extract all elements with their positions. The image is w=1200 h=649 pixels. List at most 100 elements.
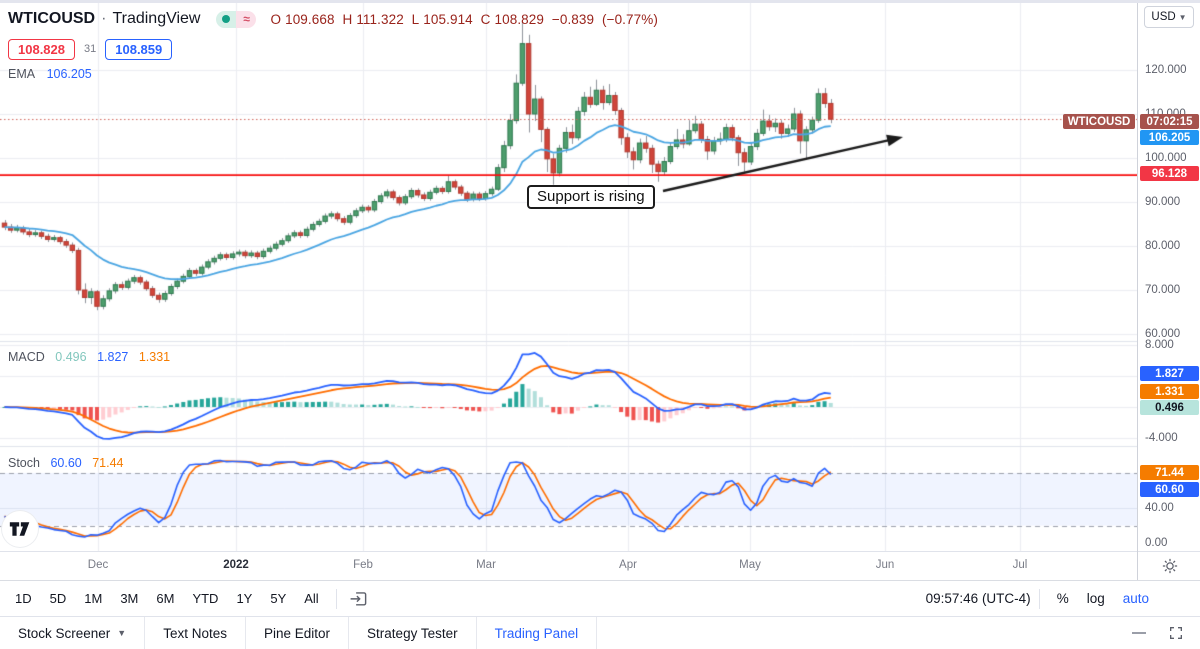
time-axis-month: Jul [1012,559,1028,571]
range-button-ytd[interactable]: YTD [192,591,219,606]
price-axis-label: 60.000 [1145,328,1181,340]
stoch-label[interactable]: Stoch [8,456,40,470]
gear-icon [1162,558,1177,574]
percent-scale-button[interactable]: % [1056,591,1069,606]
tab-label: Pine Editor [264,625,331,641]
symbol-name[interactable]: WTICOUSD [8,10,96,27]
macd-axis-label: -4.000 [1145,432,1178,444]
go-to-date-button[interactable] [345,585,373,613]
macd-axis-label: 8.000 [1145,339,1174,351]
range-button-1y[interactable]: 1Y [236,591,253,606]
sell-bid-button[interactable]: 108.828 [8,38,75,60]
range-button-all[interactable]: All [304,591,319,606]
range-button-3m[interactable]: 3M [120,591,139,606]
price-axis-label: 120.000 [1145,64,1187,76]
support-annotation[interactable]: Support is rising [527,185,655,209]
bottom-panel-bar: Stock Screener ▼ Text Notes Pine Editor … [0,616,1200,649]
close-label: C [480,11,491,27]
stoch-k-tag: 60.60 [1140,482,1199,497]
close-value: 108.829 [494,11,544,27]
chart-canvas[interactable] [0,0,1137,551]
stoch-k-value: 60.60 [50,456,82,470]
price-axis-label: 90.000 [1145,196,1181,208]
tab-trading-panel[interactable]: Trading Panel [477,617,598,649]
price-axis-label: 80.000 [1145,240,1181,252]
auto-scale-button[interactable]: auto [1122,591,1149,606]
low-label: L [411,11,420,27]
stoch-legend: Stoch 60.60 71.44 [8,456,131,470]
macd-signal-value: 1.331 [138,350,171,364]
price-axis-label: 70.000 [1145,284,1181,296]
market-open-icon [216,10,237,28]
time-axis-month: Jun [875,559,895,571]
toolbar-divider [1038,588,1040,609]
ema-row: EMA 106.205 [8,67,662,81]
delayed-data-icon: ≈ [236,10,257,28]
change-value: −0.839 [551,11,595,27]
support-price-tag: 96.128 [1140,166,1199,181]
open-label: O [270,11,282,27]
range-button-5y[interactable]: 5Y [270,591,287,606]
symbol-row: WTICOUSD · TradingView ≈ O 109.668 H 111.3… [8,8,662,30]
stoch-axis-label: 0.00 [1145,537,1168,549]
tab-stock-screener[interactable]: Stock Screener ▼ [0,617,146,649]
tab-label: Trading Panel [494,625,579,641]
range-button-5d[interactable]: 5D [49,591,67,606]
open-value: 109.668 [285,11,335,27]
tab-text-notes[interactable]: Text Notes [145,617,246,649]
buy-ask-button[interactable]: 108.859 [105,38,173,60]
fullscreen-button[interactable] [1168,625,1184,641]
time-axis-month: Feb [353,559,373,571]
low-value: 105.914 [423,11,473,27]
toolbar-divider [335,588,337,609]
macd-hist-value: 0.496 [55,350,87,364]
tab-strategy-tester[interactable]: Strategy Tester [349,617,477,649]
platform-name: TradingView [112,10,201,27]
stoch-axis-label: 40.00 [1145,502,1174,514]
bar-countdown-tag: 07:02:15 [1140,114,1199,129]
tab-label: Strategy Tester [367,625,458,641]
ema-price-tag: 106.205 [1140,130,1199,145]
clock-timezone-button[interactable]: 09:57:46 (UTC-4) [925,591,1031,606]
tab-pine-editor[interactable]: Pine Editor [246,617,350,649]
range-button-6m[interactable]: 6M [156,591,175,606]
price-scale-settings-button[interactable] [1138,551,1200,580]
expand-corners-icon [1170,627,1182,639]
macd-label[interactable]: MACD [8,350,45,364]
time-axis-month: Mar [476,559,496,571]
stoch-d-tag: 71.44 [1140,465,1199,480]
log-scale-button[interactable]: log [1086,591,1105,606]
spread-value: 31 [84,43,97,55]
time-axis-month: May [739,559,761,571]
tradingview-logo-icon[interactable] [2,511,38,547]
macd-line-value: 1.827 [97,350,129,364]
window-top-strip [0,0,1200,3]
tab-label: Text Notes [163,625,227,641]
high-value: 111.322 [356,11,404,27]
go-to-date-icon [350,592,367,606]
macd-value-tag: 1.827 [1140,366,1199,381]
minimize-panel-button[interactable] [1132,632,1146,634]
tab-label: Stock Screener [18,625,111,641]
market-status-badge[interactable]: ≈ [216,10,257,28]
time-axis-month: Dec [87,559,109,571]
ema-label[interactable]: EMA [8,67,36,81]
price-axis[interactable]: USD ▼ 120.000 110.000 100.000 90.000 80.… [1137,0,1200,580]
time-axis[interactable]: Dec 2022 Feb Mar Apr May Jun Jul [0,551,1137,580]
currency-label: USD [1151,11,1176,23]
ema-value: 106.205 [46,67,92,81]
chart-legend: WTICOUSD · TradingView ≈ O 109.668 H 111.3… [8,8,662,81]
range-button-1m[interactable]: 1M [84,591,103,606]
toolbar-right-group: 09:57:46 (UTC-4) % log auto [926,588,1200,609]
macd-signal-tag: 1.331 [1140,384,1199,399]
currency-selector[interactable]: USD ▼ [1144,6,1194,28]
macd-hist-tag: 0.496 [1140,400,1199,415]
stoch-d-value: 71.44 [92,456,124,470]
bottom-bar-controls [1132,617,1200,649]
time-axis-month: Apr [619,559,637,571]
high-label: H [342,11,353,27]
ohlc-readout: O 109.668 H 111.322 L 105.914 C 108.829 −0.8… [270,12,661,27]
range-button-1d[interactable]: 1D [15,591,32,606]
time-axis-month: 2022 [223,559,249,571]
